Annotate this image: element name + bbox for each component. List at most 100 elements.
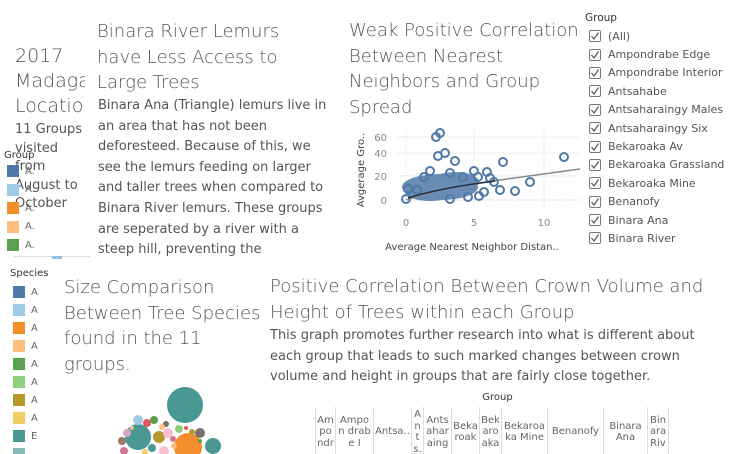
color-swatch bbox=[13, 412, 25, 424]
checkmark-icon bbox=[591, 69, 599, 77]
y-tick: 0 bbox=[381, 196, 387, 207]
filter-option[interactable]: Ampondrabe Interior bbox=[585, 64, 736, 82]
color-swatch bbox=[13, 304, 25, 316]
filter-option-label: Antsaharaingy Six bbox=[608, 121, 708, 135]
filter-option-label: Ampondrabe Interior bbox=[608, 66, 723, 80]
checkbox[interactable] bbox=[589, 177, 601, 190]
column-header[interactable]: Antsa.. bbox=[373, 407, 411, 454]
column-header[interactable]: Benanofy bbox=[547, 407, 603, 454]
crown-table-header: Group Am po ndr Ampon drabe I Antsa.. A nt … bbox=[315, 392, 680, 454]
legend-item[interactable]: A. bbox=[4, 236, 52, 255]
filter-option[interactable]: Bekaroaka Mine bbox=[585, 174, 736, 192]
y-tick: 60 bbox=[374, 133, 387, 144]
checkmark-icon bbox=[591, 179, 599, 188]
legend-item[interactable]: A bbox=[10, 355, 60, 373]
column-header[interactable]: Bin ara Riv bbox=[647, 407, 669, 454]
legend-item[interactable]: A bbox=[10, 373, 60, 391]
dashboard-title: 2017 Madaga Locatior bbox=[15, 44, 85, 119]
checkbox[interactable] bbox=[589, 48, 601, 61]
legend-item[interactable]: A bbox=[10, 301, 60, 319]
group-filter: Group (All) Ampondrabe Edge Ampondrabe Int… bbox=[585, 12, 736, 248]
filter-option[interactable]: Binara Ana bbox=[585, 211, 736, 229]
legend-item[interactable]: A bbox=[10, 283, 60, 301]
scatter-title: Weak Positive Correlation Between Neares… bbox=[349, 20, 579, 118]
checkmark-icon bbox=[591, 32, 599, 41]
filter-option[interactable]: Benanofy bbox=[585, 193, 736, 211]
filter-option-label: Ampondrabe Edge bbox=[608, 48, 711, 62]
legend-label: A bbox=[31, 340, 38, 352]
color-swatch bbox=[7, 220, 19, 233]
legend-label: A. bbox=[25, 165, 35, 177]
legend-item[interactable]: A bbox=[10, 409, 60, 427]
checkbox[interactable] bbox=[589, 140, 601, 153]
column-header[interactable]: Beka roak bbox=[451, 407, 479, 454]
color-swatch bbox=[13, 376, 25, 388]
title-line: 2017 bbox=[15, 45, 64, 67]
column-group-label: Group bbox=[482, 392, 513, 403]
legend-label: A. bbox=[25, 202, 35, 214]
legend-label: A bbox=[31, 376, 38, 388]
column-header[interactable]: Ants ahar aing bbox=[423, 407, 451, 454]
color-swatch bbox=[13, 448, 25, 454]
filter-option[interactable]: Binara River bbox=[585, 229, 736, 247]
column-header[interactable]: Am po ndr bbox=[315, 407, 335, 454]
scrollbar-thumb[interactable] bbox=[52, 256, 62, 259]
legend-label: A. bbox=[25, 239, 35, 251]
legend-item[interactable] bbox=[10, 445, 60, 454]
color-swatch bbox=[7, 183, 19, 196]
legend-title: Species bbox=[10, 268, 49, 279]
checkbox[interactable] bbox=[589, 30, 601, 43]
y-tick: 40 bbox=[374, 149, 387, 160]
filter-option[interactable]: Bekaroaka Grassland bbox=[585, 156, 736, 174]
checkbox[interactable] bbox=[589, 232, 601, 245]
legend-item[interactable]: A. bbox=[4, 218, 52, 237]
legend-item[interactable]: A bbox=[10, 337, 60, 355]
legend-item[interactable]: A bbox=[10, 391, 60, 409]
filter-option[interactable]: Ampondrabe Edge bbox=[585, 45, 736, 63]
filter-option[interactable]: Antsahabe bbox=[585, 82, 736, 100]
x-tick: 10 bbox=[538, 218, 551, 229]
checkmark-icon bbox=[591, 124, 599, 133]
filter-option-label: Binara River bbox=[608, 231, 676, 245]
column-header[interactable]: Binara Ana bbox=[603, 407, 647, 454]
legend-label: A. bbox=[25, 184, 35, 196]
legend-label: A bbox=[31, 412, 38, 424]
legend-label: A bbox=[31, 358, 38, 370]
column-header[interactable]: A nt s. bbox=[411, 407, 423, 454]
checkbox[interactable] bbox=[589, 103, 601, 116]
color-swatch bbox=[7, 202, 19, 215]
binara-story-body: Binara Ana (Triangle) lemurs live in an … bbox=[98, 98, 327, 258]
checkbox[interactable] bbox=[589, 66, 601, 79]
filter-option-label: Binara Ana bbox=[608, 213, 669, 227]
checkbox[interactable] bbox=[589, 122, 601, 135]
legend-item[interactable]: A. bbox=[4, 162, 52, 181]
checkmark-icon bbox=[591, 234, 599, 243]
binara-story-title: Binara River Lemurs have Less Access to … bbox=[97, 21, 280, 93]
x-axis-label: Average Nearest Neighbor Distan.. bbox=[385, 242, 559, 253]
legend-item[interactable]: A bbox=[10, 319, 60, 337]
column-header[interactable]: Bekaroa ka Mine bbox=[501, 407, 547, 454]
filter-option[interactable]: Bekaroaka Av bbox=[585, 137, 736, 155]
legend-title: Group bbox=[4, 150, 35, 161]
checkbox[interactable] bbox=[589, 214, 601, 227]
color-swatch bbox=[13, 358, 25, 370]
bubble-chart[interactable] bbox=[90, 380, 240, 454]
legend-scrollbar[interactable] bbox=[14, 256, 90, 259]
checkbox[interactable] bbox=[589, 158, 601, 171]
checkmark-icon bbox=[591, 142, 599, 151]
checkbox[interactable] bbox=[589, 85, 601, 98]
crown-chart-description: This graph promotes further research int… bbox=[270, 328, 695, 385]
column-header[interactable]: Ampon drabe I bbox=[335, 407, 373, 454]
filter-option-label: Bekaroaka Av bbox=[608, 140, 683, 154]
legend-item[interactable]: E bbox=[10, 427, 60, 445]
legend-item[interactable]: A. bbox=[4, 199, 52, 218]
checkbox[interactable] bbox=[589, 195, 601, 208]
scatter-plot[interactable]: Avgerage Gro.. 60 40 20 0 0 5 10 bbox=[350, 125, 581, 255]
group-color-legend: Group A. A. A. A. A. bbox=[4, 150, 90, 259]
filter-option[interactable]: Antsaharaingy Six bbox=[585, 119, 736, 137]
filter-option[interactable]: Antsaharaingy Males bbox=[585, 101, 736, 119]
filter-option[interactable]: (All) bbox=[585, 27, 736, 45]
legend-item[interactable]: A. bbox=[4, 181, 52, 200]
column-header[interactable]: Bek aro aka bbox=[479, 407, 501, 454]
